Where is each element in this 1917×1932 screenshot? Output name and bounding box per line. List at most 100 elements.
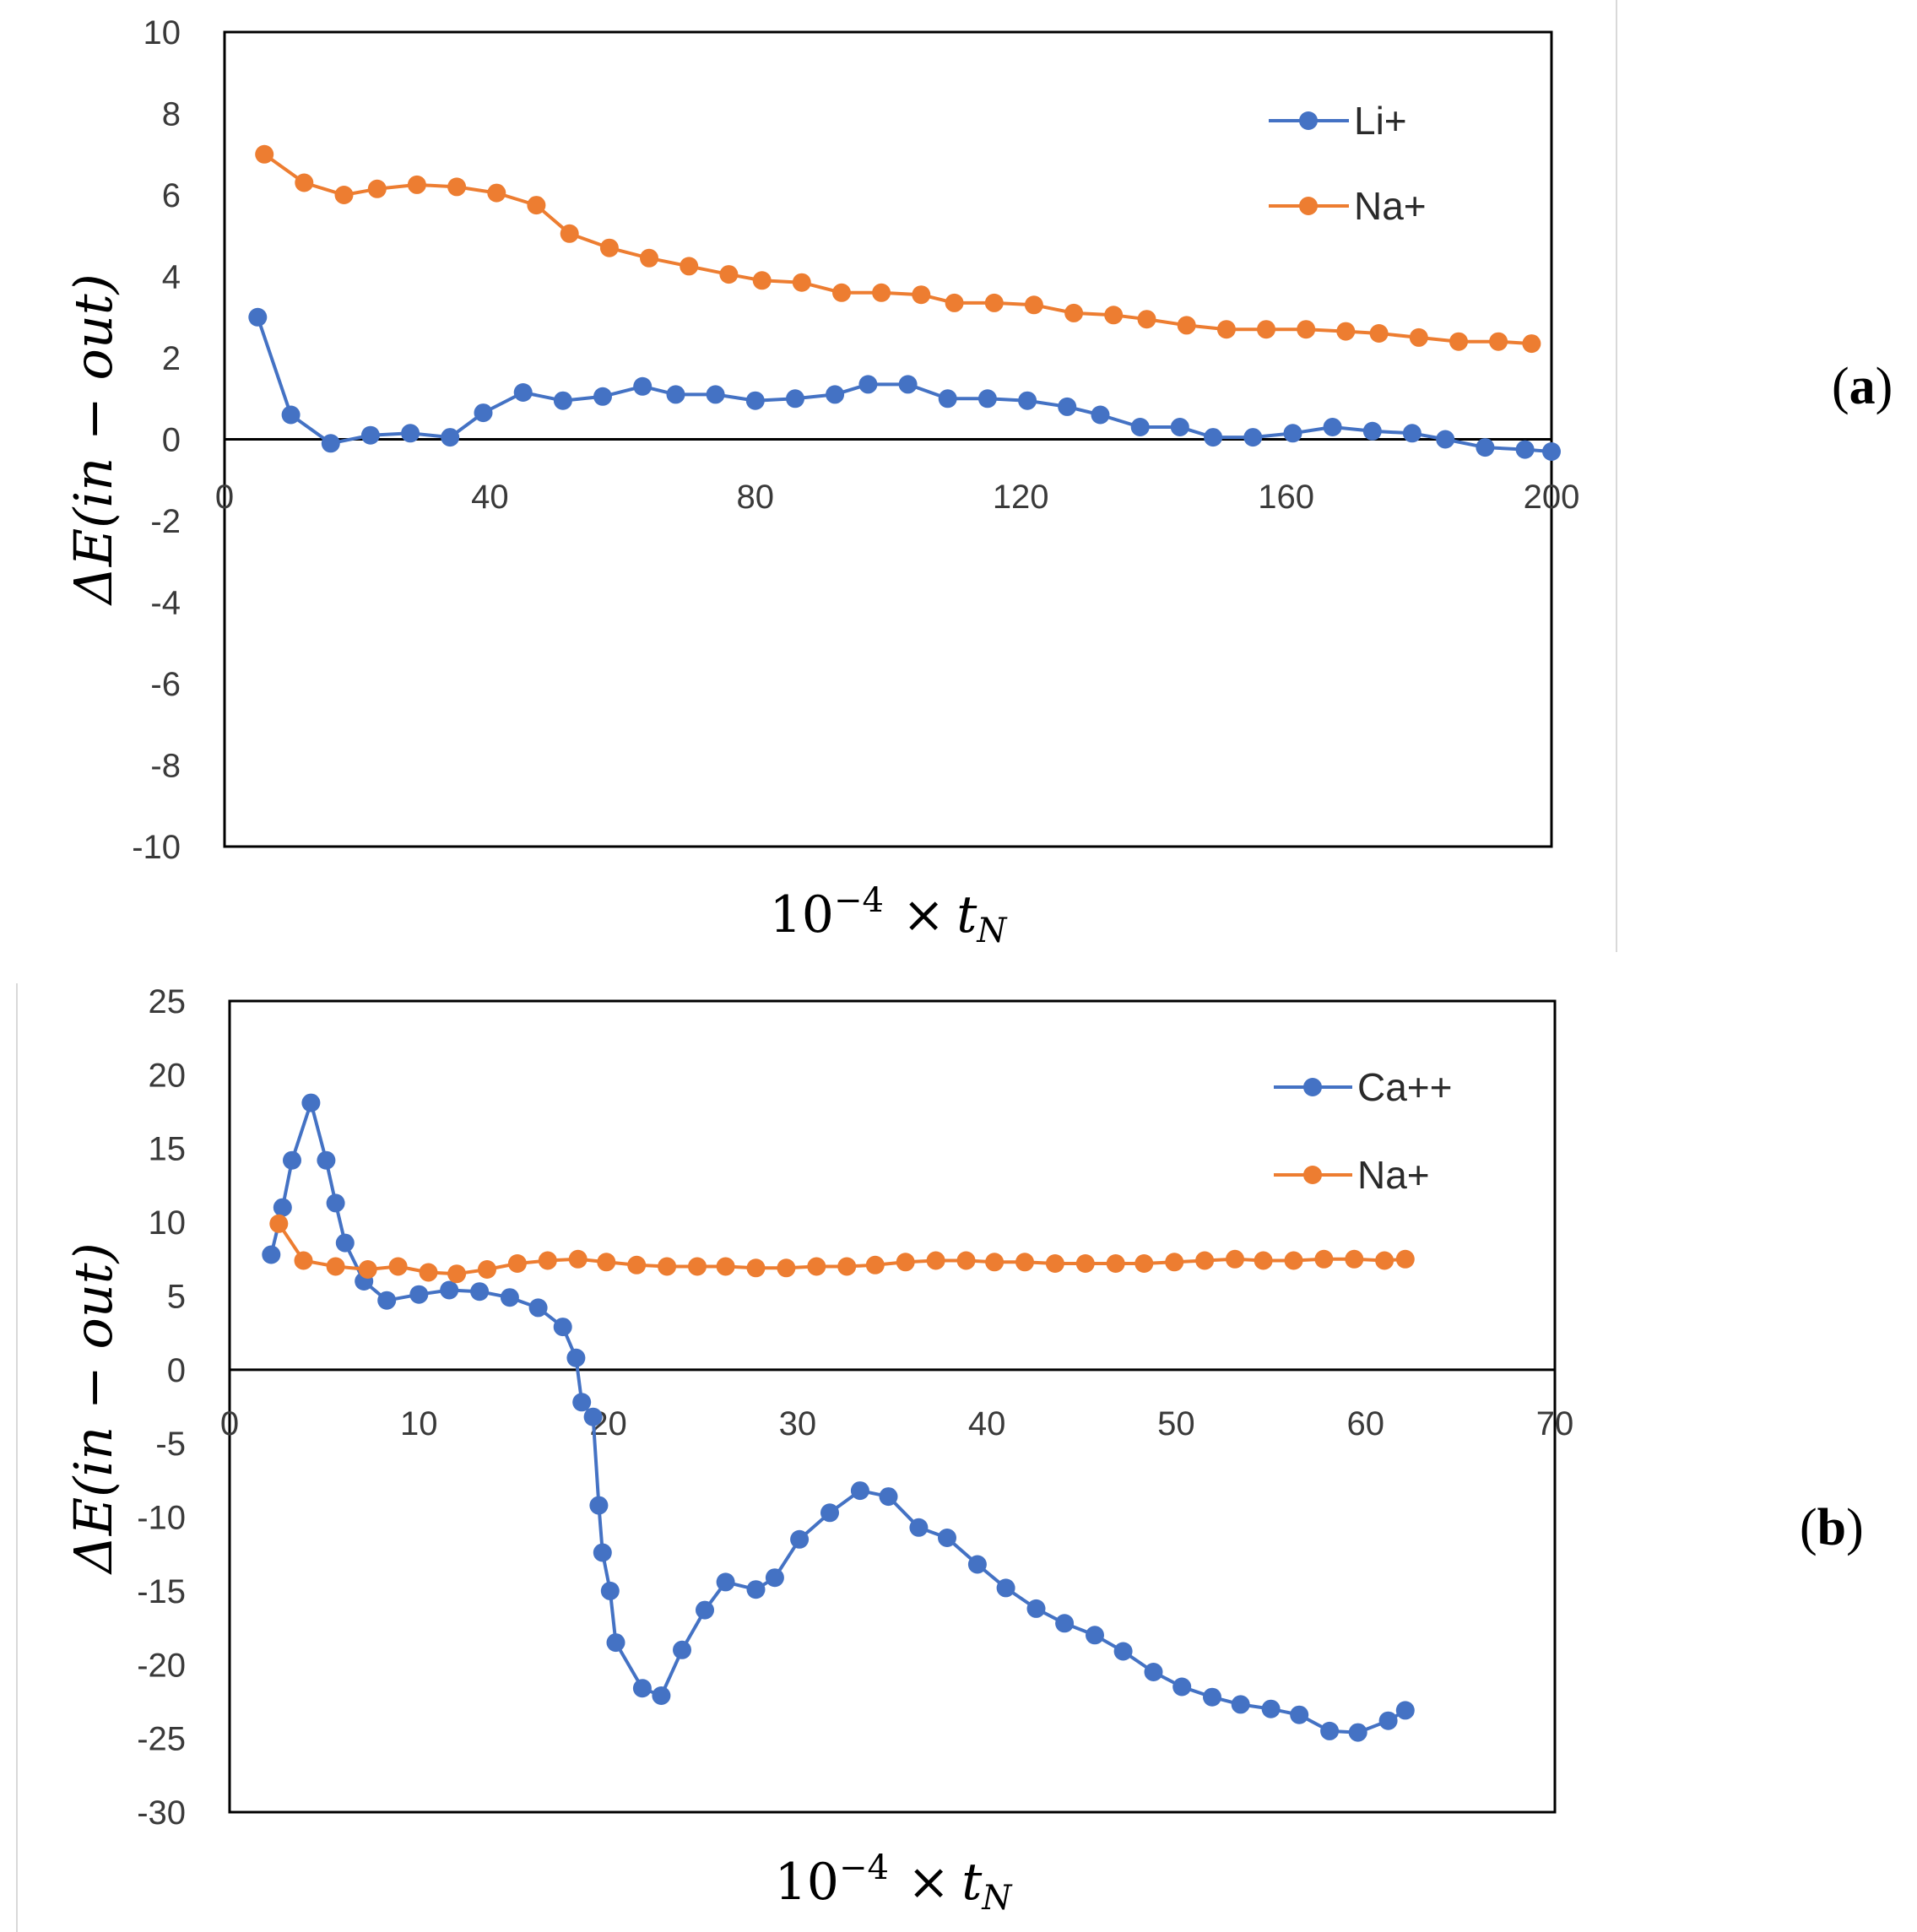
data-point-caplusplus-b: [606, 1633, 625, 1653]
data-point-liplus-a: [401, 424, 420, 443]
data-point-naplus-a: [447, 177, 467, 197]
data-point-naplus-b: [419, 1263, 438, 1282]
data-point-liplus-a: [858, 375, 878, 394]
data-point-naplus-a: [560, 224, 579, 243]
data-point-caplusplus-b: [938, 1529, 956, 1547]
data-point-caplusplus-b: [1055, 1614, 1075, 1633]
data-point-naplus-b: [1284, 1251, 1303, 1270]
y-tick-label-a: -6: [150, 666, 181, 703]
y-tick-label-a: -4: [150, 585, 181, 622]
data-point-naplus-a: [1177, 316, 1196, 335]
x-tick-label-b: 60: [1346, 1405, 1384, 1442]
data-point-caplusplus-b: [600, 1581, 620, 1600]
legend-marker-li: [1299, 111, 1318, 130]
data-point-liplus-a: [553, 391, 572, 410]
data-point-naplus-a: [680, 257, 699, 276]
y-tick-label-b: 5: [167, 1278, 186, 1315]
data-point-caplusplus-b: [528, 1298, 548, 1318]
data-point-naplus-a: [334, 186, 354, 204]
data-point-naplus-b: [538, 1251, 557, 1270]
y-tick-label-b: -15: [137, 1573, 186, 1610]
data-point-naplus-b: [269, 1214, 289, 1233]
data-point-liplus-a: [1170, 418, 1189, 436]
x-tick-label-a: 0: [215, 479, 234, 516]
legend-marker-ca: [1303, 1078, 1322, 1096]
data-point-caplusplus-b: [553, 1318, 572, 1337]
x-tick-label-b: 70: [1536, 1405, 1574, 1442]
data-point-naplus-a: [872, 283, 891, 302]
data-point-naplus-a: [487, 183, 506, 203]
data-point-caplusplus-b: [572, 1393, 592, 1412]
data-point-naplus-a: [367, 179, 387, 198]
data-point-caplusplus-b: [283, 1150, 301, 1170]
data-point-naplus-a: [1409, 327, 1428, 347]
data-point-naplus-b: [568, 1249, 588, 1269]
data-point-caplusplus-b: [1395, 1701, 1415, 1720]
data-point-liplus-a: [1542, 442, 1561, 461]
y-tick-label-b: 10: [149, 1204, 187, 1242]
data-point-naplus-a: [912, 285, 931, 305]
y-tick-label-a: 2: [162, 340, 181, 377]
data-point-caplusplus-b: [593, 1543, 612, 1562]
y-axis-label-b: ΔE(in − out): [62, 1242, 124, 1575]
data-point-naplus-a: [832, 283, 851, 302]
data-point-caplusplus-b: [1113, 1642, 1133, 1661]
y-tick-label-b: -5: [155, 1426, 186, 1463]
y-tick-label-a: -8: [150, 748, 181, 785]
data-point-liplus-a: [938, 389, 957, 409]
data-point-naplus-b: [926, 1251, 945, 1270]
data-point-caplusplus-b: [632, 1679, 652, 1698]
x-axis-label-b: 10−4 × tN: [775, 1848, 1014, 1918]
data-point-caplusplus-b: [652, 1686, 671, 1705]
data-point-caplusplus-b: [566, 1348, 586, 1367]
data-point-caplusplus-b: [820, 1503, 839, 1523]
series-line-naplus-a: [263, 153, 1532, 346]
y-tick-label-b: 25: [149, 983, 187, 1020]
data-point-naplus-b: [1134, 1254, 1154, 1273]
data-point-naplus-b: [777, 1258, 796, 1278]
data-point-caplusplus-b: [790, 1529, 810, 1549]
data-point-naplus-a: [1024, 295, 1043, 315]
data-point-liplus-a: [977, 389, 997, 409]
data-point-liplus-a: [666, 385, 685, 404]
data-point-naplus-a: [1257, 320, 1275, 339]
data-point-naplus-b: [1045, 1254, 1064, 1273]
x-axis-label-a: 10−4 × tN: [770, 881, 1009, 950]
data-point-naplus-a: [1369, 324, 1389, 343]
data-point-naplus-b: [447, 1264, 467, 1284]
data-point-caplusplus-b: [716, 1572, 735, 1592]
data-point-naplus-a: [1137, 310, 1156, 329]
data-point-naplus-b: [716, 1257, 735, 1276]
data-point-naplus-b: [746, 1258, 766, 1278]
data-point-caplusplus-b: [262, 1245, 281, 1264]
data-point-caplusplus-b: [377, 1291, 397, 1310]
data-point-liplus-a: [1362, 421, 1382, 441]
data-point-liplus-a: [1243, 428, 1263, 447]
data-point-liplus-a: [1283, 424, 1302, 443]
data-point-liplus-a: [281, 405, 301, 425]
data-point-caplusplus-b: [1026, 1599, 1046, 1618]
data-point-liplus-a: [1204, 428, 1223, 447]
legend-a: Li+ Na+: [1269, 99, 1427, 228]
data-point-liplus-a: [1402, 424, 1422, 443]
data-point-naplus-b: [837, 1257, 857, 1276]
data-point-naplus-b: [1106, 1254, 1125, 1273]
data-point-caplusplus-b: [746, 1580, 766, 1599]
panel-label-a: (a): [1832, 358, 1893, 415]
x-tick-label-a: 160: [1258, 479, 1314, 516]
data-point-liplus-a: [1091, 405, 1110, 425]
y-tick-label-a: 10: [144, 14, 181, 51]
data-point-naplus-b: [294, 1251, 313, 1270]
data-point-naplus-a: [1297, 320, 1316, 339]
data-point-naplus-b: [1345, 1249, 1364, 1269]
data-point-caplusplus-b: [1231, 1695, 1250, 1714]
x-tick-label-a: 40: [471, 479, 509, 516]
data-point-liplus-a: [513, 383, 533, 402]
data-point-caplusplus-b: [909, 1518, 929, 1537]
data-point-naplus-b: [956, 1251, 976, 1270]
data-point-liplus-a: [826, 385, 845, 404]
data-point-caplusplus-b: [1086, 1626, 1104, 1645]
data-point-naplus-b: [896, 1253, 915, 1272]
x-tick-label-a: 80: [737, 479, 775, 516]
data-point-liplus-a: [745, 391, 765, 410]
